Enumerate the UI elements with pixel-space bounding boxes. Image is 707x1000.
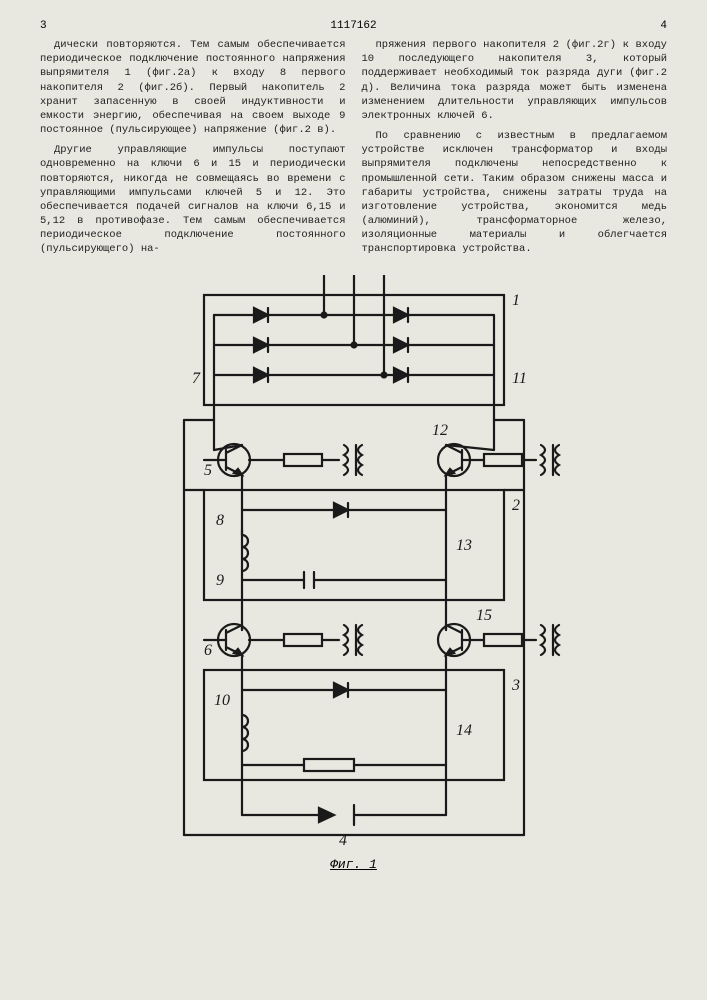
label-13: 13 — [456, 537, 472, 554]
patent-number: 1117162 — [330, 20, 376, 32]
right-column: пряжения первого накопителя 2 (фиг.2г) к… — [362, 38, 668, 263]
figure-caption: Фиг. 1 — [40, 857, 667, 872]
patent-page: 3 1117162 4 дически повторяются. Тем сам… — [0, 0, 707, 1000]
left-p2: Другие управляющие импульсы поступают од… — [40, 143, 346, 256]
left-p1: дически повторяются. Тем самым обеспечив… — [40, 38, 346, 137]
page-numbers-row: 3 1117162 4 — [40, 20, 667, 32]
right-p1: пряжения первого накопителя 2 (фиг.2г) к… — [362, 38, 668, 123]
right-page-num: 4 — [660, 20, 667, 32]
label-15: 15 — [476, 607, 492, 624]
label-4: 4 — [339, 832, 347, 849]
label-9: 9 — [216, 572, 224, 589]
left-column: дически повторяются. Тем самым обеспечив… — [40, 38, 346, 263]
figure-1: 1 11 7 5 12 2 8 13 9 6 15 3 10 14 4 Фиг.… — [40, 275, 667, 872]
label-14: 14 — [456, 722, 472, 739]
left-page-num: 3 — [40, 20, 47, 32]
label-10: 10 — [214, 692, 230, 709]
label-1: 1 — [512, 292, 520, 309]
right-p2: По сравнению с известным в предлагаемом … — [362, 129, 668, 257]
label-8: 8 — [216, 512, 224, 529]
label-3: 3 — [511, 677, 520, 694]
label-5: 5 — [204, 462, 212, 479]
label-12: 12 — [432, 422, 448, 439]
label-2: 2 — [512, 497, 520, 514]
label-7: 7 — [192, 370, 201, 387]
circuit-diagram: 1 11 7 5 12 2 8 13 9 6 15 3 10 14 4 — [144, 275, 564, 855]
text-columns: дически повторяются. Тем самым обеспечив… — [40, 38, 667, 263]
label-11: 11 — [512, 370, 527, 387]
label-6: 6 — [204, 642, 212, 659]
